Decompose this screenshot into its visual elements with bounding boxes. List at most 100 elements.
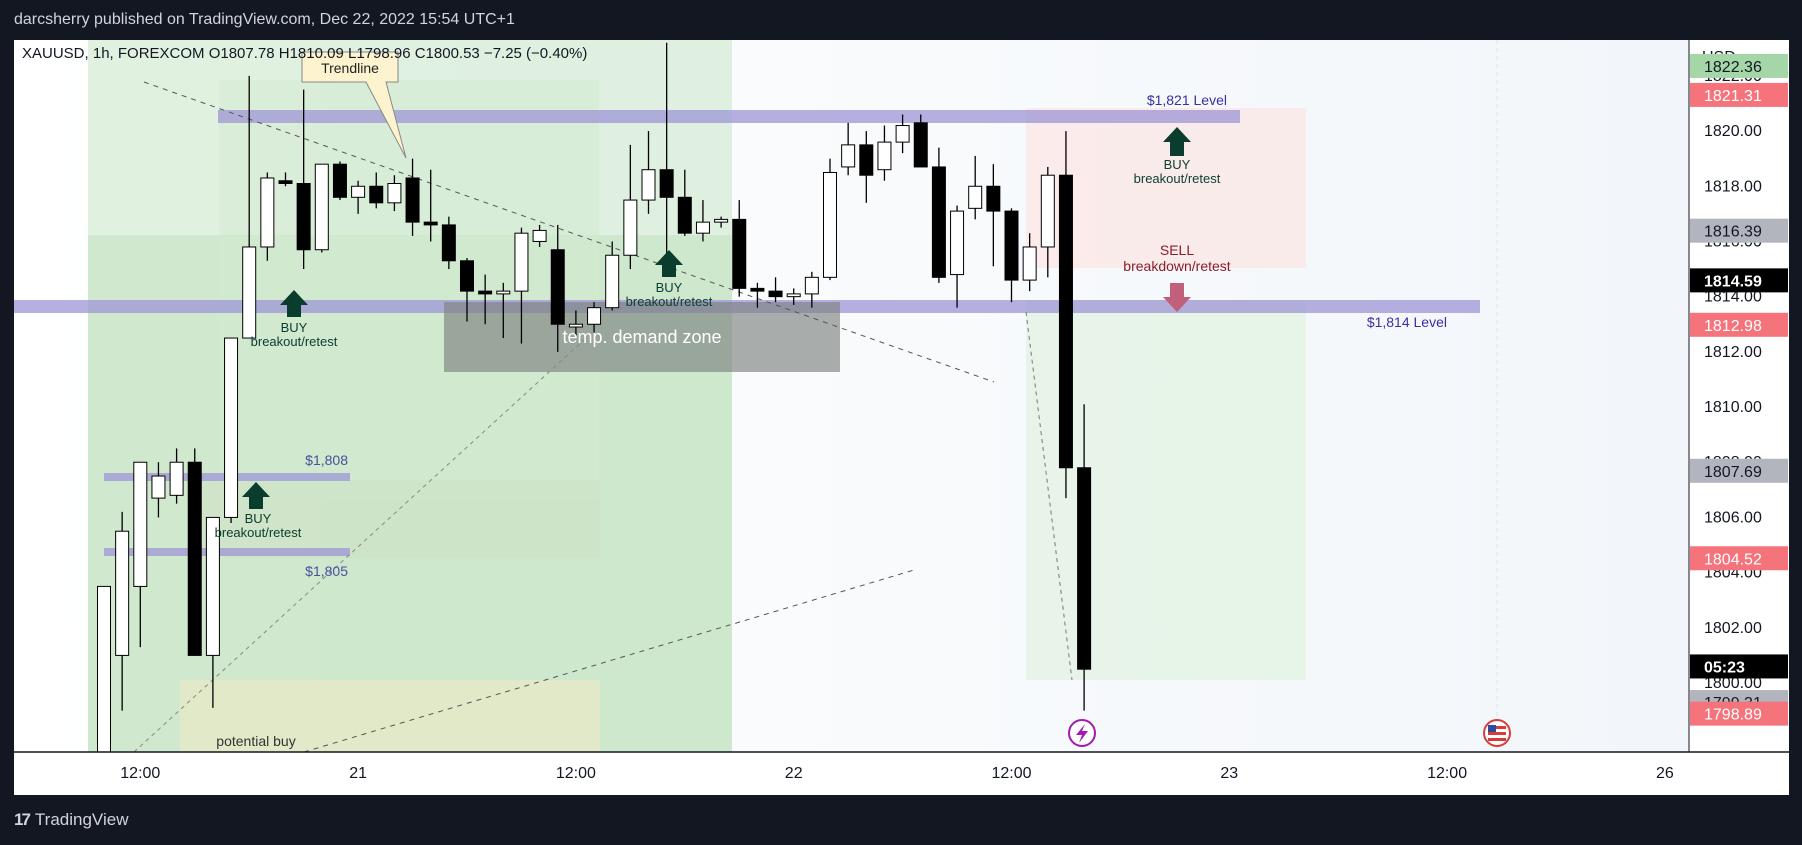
- trendline-up-2[interactable]: [133, 339, 585, 753]
- candle[interactable]: [877, 125, 892, 181]
- price-tag[interactable]: 1816.39: [1690, 218, 1788, 243]
- candle[interactable]: [332, 161, 347, 201]
- candle[interactable]: [841, 122, 856, 176]
- chart-svg[interactable]: Trendline $1,821 Level $1,814 Level $1,8…: [14, 40, 1789, 795]
- sell-marker-1[interactable]: SELL breakdown/retest: [1123, 242, 1231, 312]
- candle[interactable]: [1058, 131, 1073, 499]
- candle[interactable]: [1022, 233, 1037, 292]
- buy-marker-2[interactable]: BUY breakout/retest: [215, 482, 302, 540]
- candle[interactable]: [369, 172, 384, 209]
- candle[interactable]: [97, 585, 111, 767]
- candle[interactable]: [605, 241, 620, 311]
- time-ticks: 12:00 21 12:00 22 12:00 23 12:00 26: [120, 765, 1674, 782]
- level-band-1805[interactable]: [104, 548, 350, 556]
- candle[interactable]: [623, 144, 638, 270]
- chart-area[interactable]: Trendline $1,821 Level $1,814 Level $1,8…: [14, 40, 1789, 795]
- candle[interactable]: [568, 310, 583, 339]
- candle[interactable]: [913, 114, 928, 168]
- candle[interactable]: [496, 282, 511, 339]
- candle[interactable]: [768, 277, 783, 303]
- candle[interactable]: [278, 172, 293, 187]
- candle[interactable]: [750, 282, 765, 308]
- candle[interactable]: [532, 224, 547, 247]
- symbol-legend[interactable]: XAUUSD, 1h, FOREXCOM O1807.78 H1810.09 L…: [22, 45, 587, 62]
- candle[interactable]: [986, 164, 1001, 267]
- candle[interactable]: [260, 172, 275, 261]
- candle-body: [314, 163, 329, 251]
- trendline-down[interactable]: [143, 81, 995, 383]
- demand-zone[interactable]: [444, 302, 840, 372]
- price-axis[interactable]: [1689, 40, 1789, 752]
- buy-arrow-icon: [242, 482, 270, 509]
- level-band-1821[interactable]: [218, 110, 1240, 123]
- candle[interactable]: [387, 175, 402, 212]
- candle[interactable]: [460, 258, 474, 322]
- candle[interactable]: [1040, 166, 1055, 278]
- candle[interactable]: [968, 155, 983, 220]
- candle[interactable]: [224, 337, 239, 523]
- candle[interactable]: [115, 511, 130, 711]
- price-tag[interactable]: 1804.52: [1690, 546, 1788, 571]
- candle-body: [568, 323, 583, 328]
- price-tag[interactable]: 1821.31: [1690, 82, 1788, 107]
- buy-arrow-icon: [280, 290, 308, 317]
- time-tick-label: 26: [1656, 765, 1674, 782]
- candle[interactable]: [786, 288, 801, 305]
- potential-buy-label: potential buy: [216, 733, 295, 749]
- candle[interactable]: [714, 216, 729, 228]
- candle[interactable]: [1077, 404, 1092, 711]
- us-flag-icon[interactable]: [1483, 719, 1511, 747]
- candle[interactable]: [859, 131, 874, 203]
- candle-body: [877, 141, 892, 171]
- candle[interactable]: [169, 448, 184, 504]
- candle[interactable]: [823, 158, 837, 281]
- candle[interactable]: [550, 224, 565, 352]
- price-tag[interactable]: 1812.98: [1690, 312, 1788, 337]
- candle[interactable]: [441, 216, 456, 270]
- candle[interactable]: [351, 180, 366, 214]
- candle-body: [968, 185, 983, 209]
- candle[interactable]: [514, 227, 529, 344]
- green-range-zone-box: [219, 80, 599, 500]
- candle[interactable]: [133, 461, 148, 648]
- candle-body: [278, 180, 293, 185]
- buy-marker-1[interactable]: BUY breakout/retest: [251, 290, 338, 349]
- price-tag[interactable]: 05:23: [1690, 654, 1788, 679]
- candle[interactable]: [423, 169, 438, 242]
- trendline-up[interactable]: [303, 569, 915, 753]
- candle-body: [224, 337, 239, 518]
- candle[interactable]: [677, 169, 692, 236]
- price-tick-label: 1806.00: [1704, 509, 1762, 526]
- candle[interactable]: [804, 271, 819, 308]
- candle[interactable]: [314, 163, 329, 253]
- lightning-icon[interactable]: [1068, 719, 1096, 747]
- candle[interactable]: [296, 89, 311, 270]
- candle[interactable]: [950, 205, 965, 308]
- candle[interactable]: [587, 302, 602, 333]
- candle[interactable]: [895, 114, 910, 154]
- buy-marker-4[interactable]: BUY breakout/retest: [1134, 127, 1221, 186]
- trendline-callout[interactable]: Trendline: [301, 51, 407, 159]
- candle[interactable]: [151, 462, 166, 518]
- price-tick-label: 1814.00: [1704, 289, 1762, 306]
- price-tag[interactable]: 1807.69: [1690, 458, 1788, 483]
- price-tag[interactable]: 1822.36: [1690, 53, 1788, 78]
- price-tag[interactable]: 1798.89: [1690, 701, 1788, 726]
- candle[interactable]: [1004, 208, 1019, 303]
- candle[interactable]: [242, 75, 257, 339]
- candle[interactable]: [695, 200, 710, 242]
- candle[interactable]: [641, 131, 656, 214]
- price-tag[interactable]: 1814.59: [1690, 268, 1788, 293]
- buy-marker-3[interactable]: BUY breakout/retest: [626, 250, 713, 309]
- candle[interactable]: [931, 147, 946, 283]
- candle[interactable]: [732, 200, 747, 297]
- candle[interactable]: [659, 42, 674, 261]
- tradingview-brand[interactable]: 17 TradingView: [14, 810, 128, 830]
- trendline-drop[interactable]: [1025, 311, 1073, 681]
- buy-arrow-icon: [1163, 127, 1191, 156]
- candle[interactable]: [405, 158, 420, 236]
- candle[interactable]: [205, 516, 220, 708]
- time-axis[interactable]: [14, 752, 1789, 795]
- candle[interactable]: [478, 274, 493, 325]
- candle[interactable]: [187, 448, 202, 656]
